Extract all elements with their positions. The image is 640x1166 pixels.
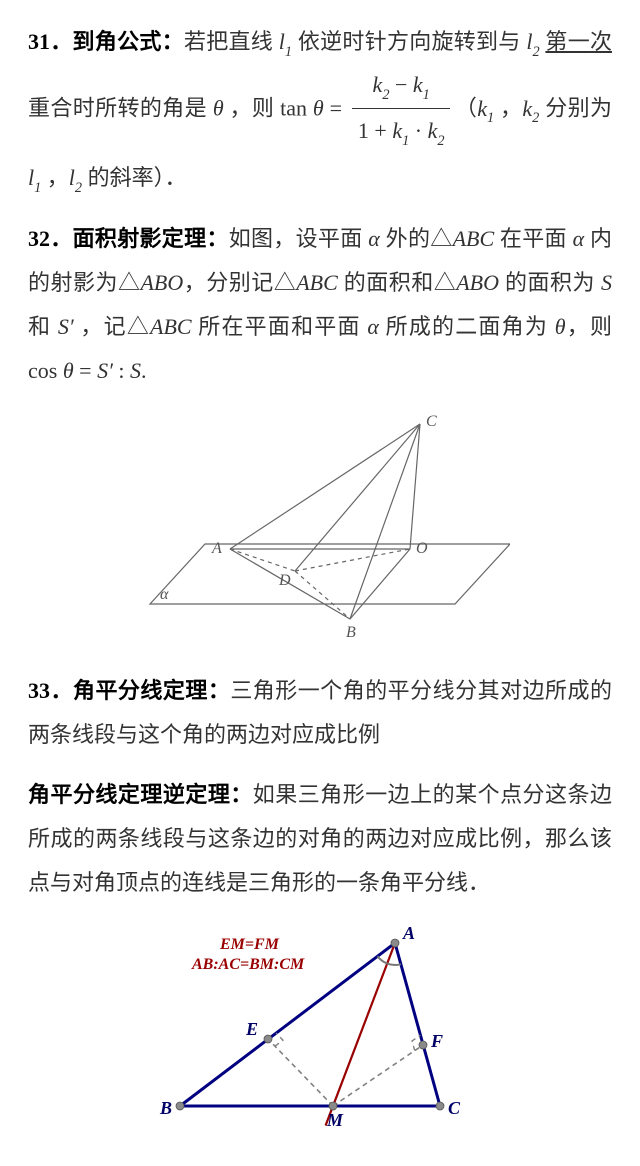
svg-text:EM=FM: EM=FM xyxy=(219,936,280,953)
figure-32-wrap: A O C B Dα xyxy=(28,409,612,649)
item-31: 31．到角公式：若把直线 l1 依逆时针方向旋转到与 l2 第一次重合时所转的角… xyxy=(28,20,612,201)
item-31-text-b: 依逆时针方向旋转到与 xyxy=(292,29,526,54)
svg-text:α: α xyxy=(160,586,169,603)
svg-text:B: B xyxy=(346,624,356,641)
figure-33-svg: A B C M E F EM=FM AB:AC=BM:CM xyxy=(140,921,500,1131)
theta-symbol: θ xyxy=(213,96,224,121)
item-31-text-d: 重合时所转的角是 xyxy=(28,96,213,121)
svg-text:E: E xyxy=(245,1019,258,1039)
item-31-number: 31． xyxy=(28,29,73,54)
svg-text:D: D xyxy=(278,572,291,589)
item-32-number: 32． xyxy=(28,226,73,251)
svg-text:F: F xyxy=(430,1031,443,1051)
svg-text:B: B xyxy=(159,1098,172,1118)
document-page: 31．到角公式：若把直线 l1 依逆时针方向旋转到与 l2 第一次重合时所转的角… xyxy=(0,0,640,1166)
figure-32-svg: A O C B Dα xyxy=(130,409,510,644)
item-31-title: 到角公式： xyxy=(73,29,184,54)
svg-text:A: A xyxy=(402,923,415,943)
svg-text:O: O xyxy=(416,540,428,557)
item-33-inverse-title: 角平分线定理逆定理： xyxy=(28,782,253,807)
item-33-title: 角平分线定理： xyxy=(73,678,230,703)
svg-text:A: A xyxy=(211,540,222,557)
item-33-number: 33． xyxy=(28,678,73,703)
fraction-numerator: k2 − k1 xyxy=(352,63,451,109)
item-31-text-e: ，则 tan xyxy=(224,96,313,121)
item-31-text-a: 若把直线 xyxy=(184,29,279,54)
figure-33-wrap: A B C M E F EM=FM AB:AC=BM:CM xyxy=(28,921,612,1136)
svg-text:M: M xyxy=(326,1110,344,1130)
svg-text:C: C xyxy=(448,1098,461,1118)
item-32: 32．面积射影定理：如图，设平面 α 外的△ABC 在平面 α 内的射影为△AB… xyxy=(28,217,612,393)
underline-first-time: 第一次 xyxy=(545,29,612,54)
fraction-denominator: 1 + k1 · k2 xyxy=(352,109,451,154)
svg-text:C: C xyxy=(426,413,437,430)
l1-symbol: l1 xyxy=(279,29,292,54)
item-33: 33．角平分线定理：三角形一个角的平分线分其对边所成的两条线段与这个角的两边对应… xyxy=(28,669,612,757)
item-32-title: 面积射影定理： xyxy=(73,226,229,251)
item-33-inverse: 角平分线定理逆定理：如果三角形一边上的某个点分这条边所成的两条线段与这条边的对角… xyxy=(28,773,612,905)
l2-symbol: l2 xyxy=(526,29,539,54)
svg-text:AB:AC=BM:CM: AB:AC=BM:CM xyxy=(191,956,305,973)
tan-fraction: k2 − k1 1 + k1 · k2 xyxy=(352,63,451,154)
